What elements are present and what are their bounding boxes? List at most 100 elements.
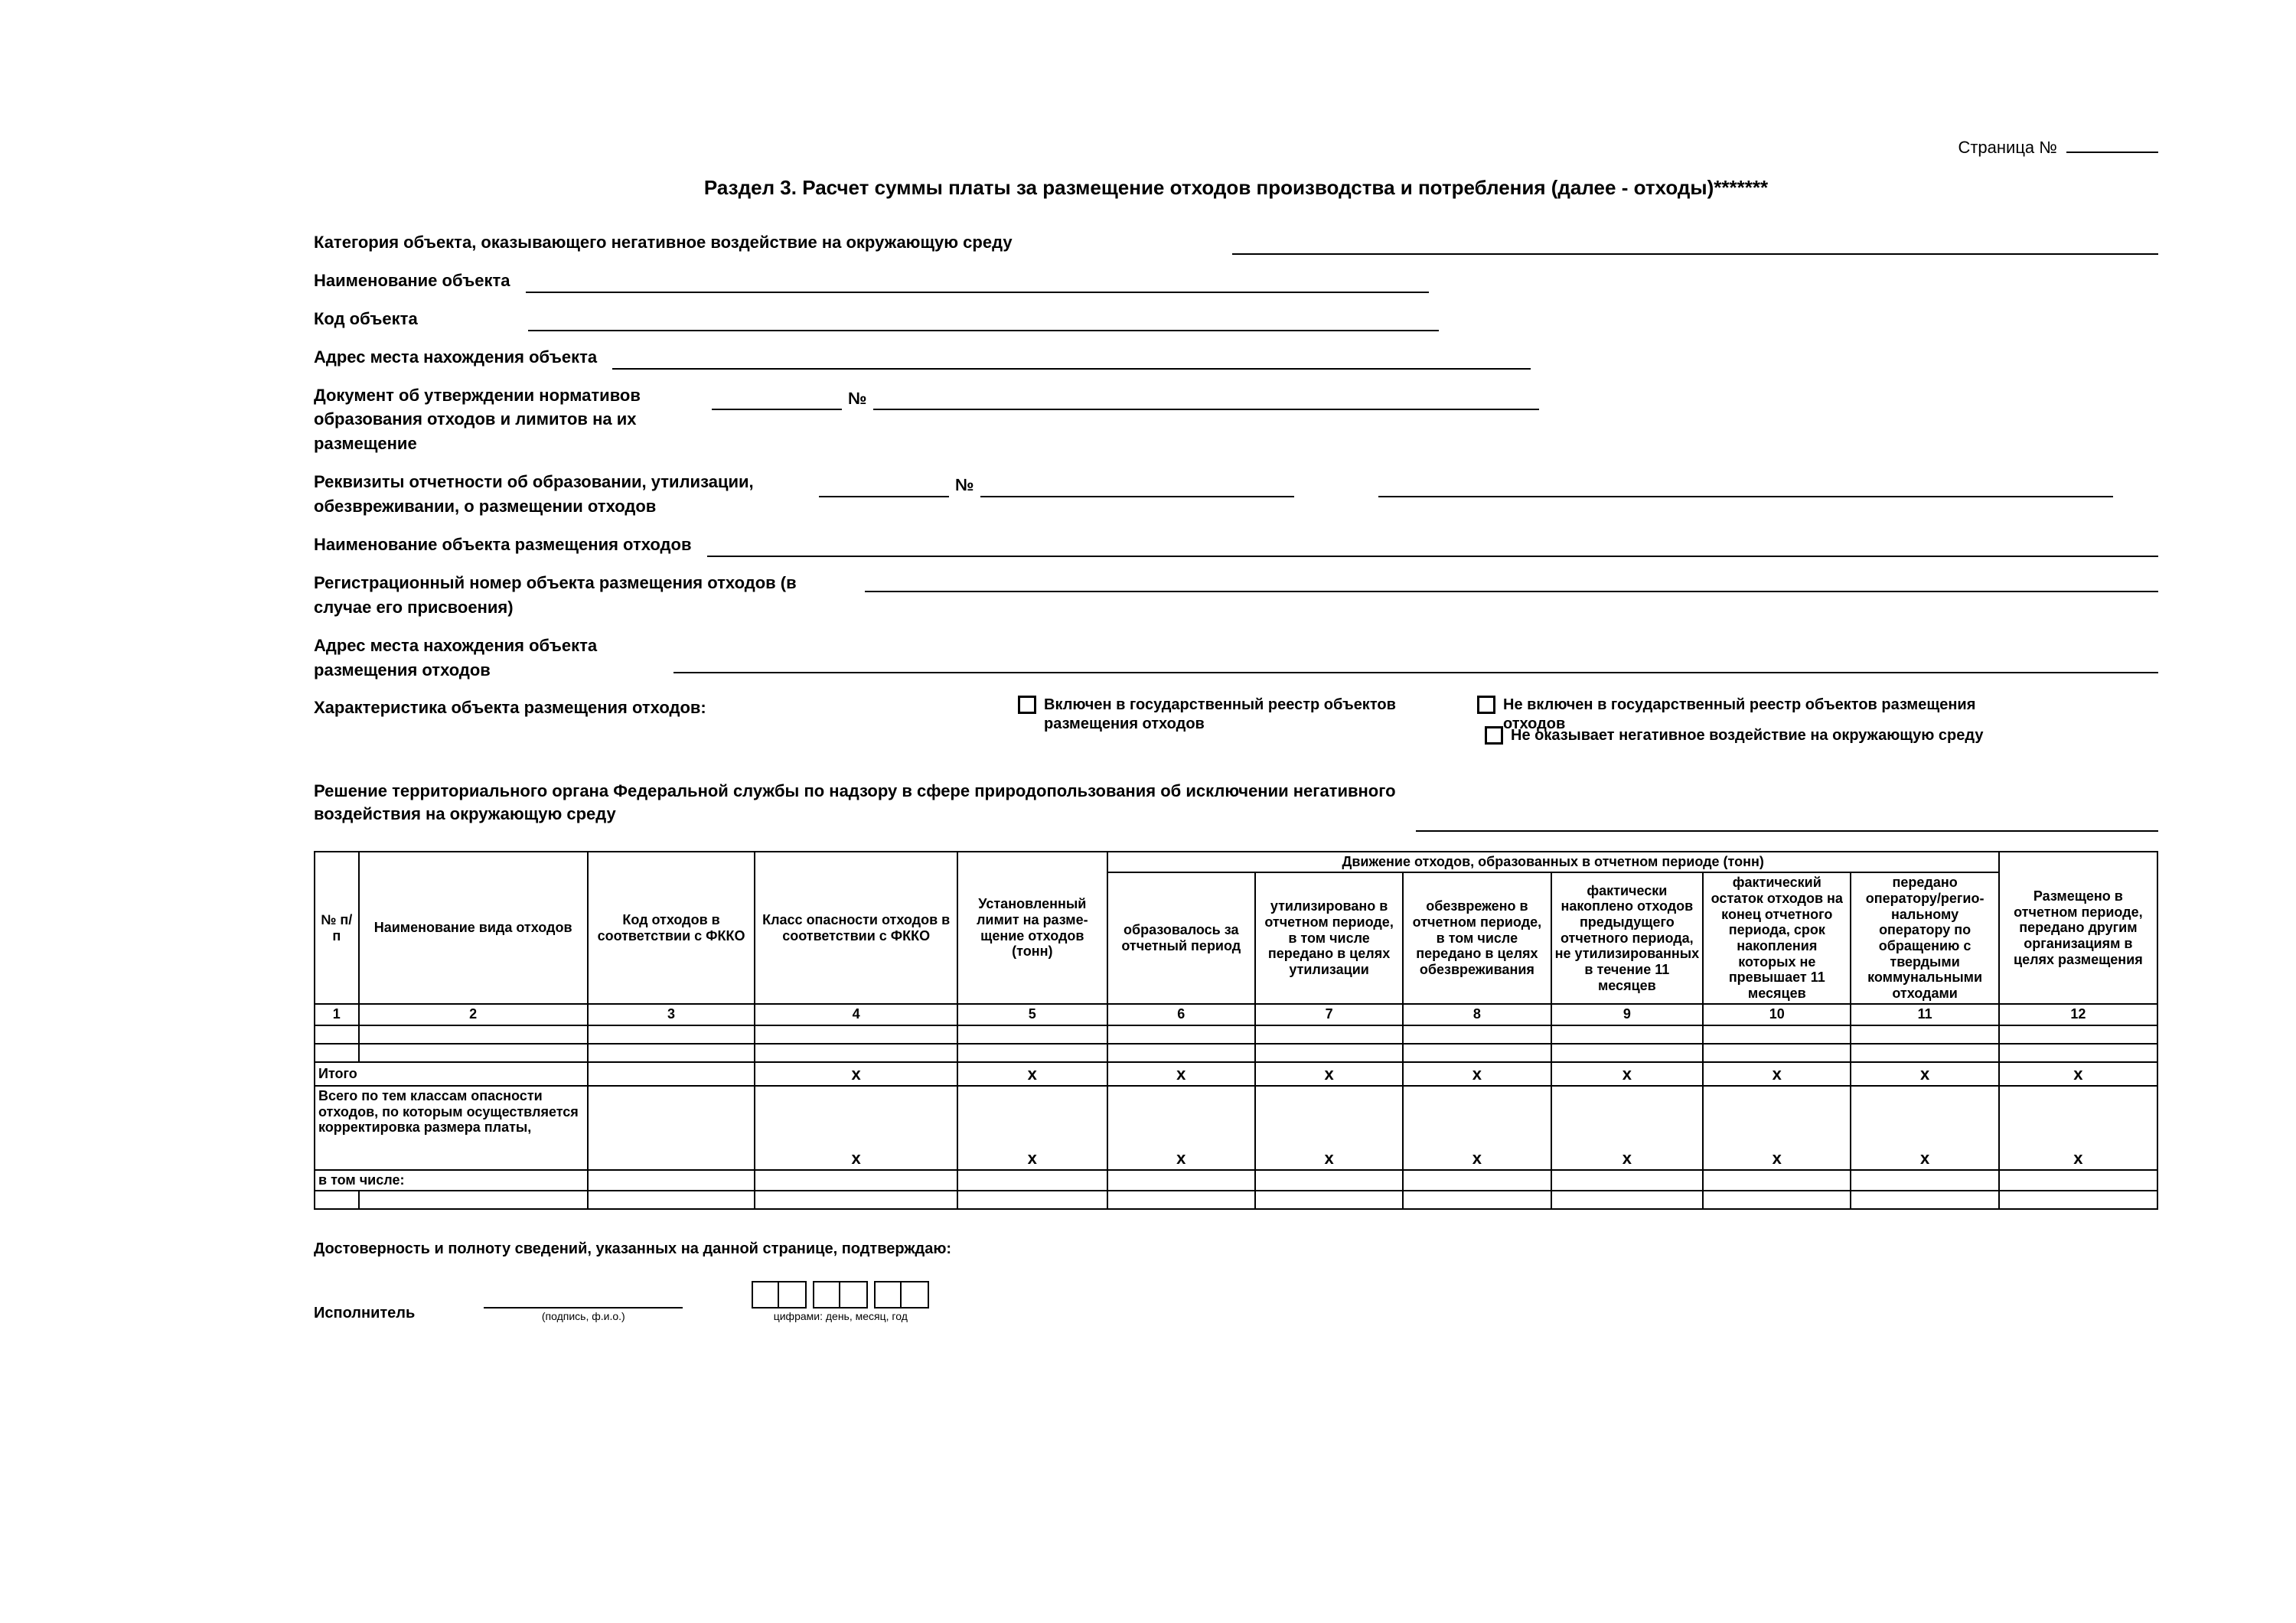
th-group: Движение отходов, образованных в отчетно… bbox=[1107, 852, 1999, 872]
th-4: Класс опасности отходов в соответствии с… bbox=[755, 852, 957, 1003]
label-doc-normatives: Документ об утверждении нормативов образ… bbox=[314, 383, 712, 457]
label-placement-name: Наименование объекта размещения отходов bbox=[314, 533, 707, 557]
xmark: х bbox=[957, 1062, 1107, 1086]
signature-line[interactable] bbox=[484, 1290, 683, 1309]
label-object-address: Адрес места нахождения объекта bbox=[314, 345, 612, 370]
label-decision: Решение территориального органа Федераль… bbox=[314, 780, 1408, 825]
field-reg-number: Регистрационный номер объекта размещения… bbox=[314, 571, 2158, 620]
input-report-prefix[interactable] bbox=[819, 479, 949, 497]
th-6: образовалось за отчетный период bbox=[1107, 872, 1255, 1004]
th-7: утилизировано в отчетном периоде, в том … bbox=[1255, 872, 1403, 1004]
xmark: х bbox=[1551, 1062, 1704, 1086]
input-object-name[interactable] bbox=[526, 275, 1429, 293]
cell-itogo-label: Итого bbox=[315, 1062, 588, 1086]
input-report-extra[interactable] bbox=[1378, 479, 2113, 497]
field-object-code: Код объекта bbox=[314, 307, 2158, 331]
waste-table: № п/п Наименование вида отходов Код отхо… bbox=[314, 851, 2158, 1209]
field-doc-normatives: Документ об утверждении нормативов образ… bbox=[314, 383, 2158, 457]
page-number-field[interactable] bbox=[2066, 152, 2158, 153]
input-decision[interactable] bbox=[1416, 813, 2158, 832]
input-object-address[interactable] bbox=[612, 351, 1531, 370]
executor-label: Исполнитель bbox=[314, 1305, 415, 1322]
field-category: Категория объекта, оказывающего негативн… bbox=[314, 230, 2158, 255]
field-placement-address: Адрес места нахождения объекта размещени… bbox=[314, 634, 2158, 683]
fields-block: Категория объекта, оказывающего негативн… bbox=[314, 230, 2158, 832]
xmark: х bbox=[1403, 1062, 1551, 1086]
signature-block: (подпись, ф.и.о.) bbox=[484, 1290, 683, 1322]
th-3: Код отходов в соответствии с ФККО bbox=[588, 852, 755, 1003]
row-vtom: в том числе: bbox=[315, 1170, 2157, 1191]
date-caption: цифрами: день, месяц, год bbox=[752, 1310, 929, 1322]
table-body: Итого х х х х х х х х х Всего по тем кла… bbox=[315, 1025, 2157, 1209]
th-5: Установленный лимит на разме­щение отход… bbox=[957, 852, 1107, 1003]
colnum-12: 12 bbox=[1999, 1004, 2157, 1025]
date-cells[interactable] bbox=[752, 1281, 929, 1309]
colnum-6: 6 bbox=[1107, 1004, 1255, 1025]
footer-signature-row: Исполнитель (подпись, ф.и.о.) цифрами: д… bbox=[314, 1281, 2158, 1322]
form-page: Страница № Раздел 3. Расчет суммы платы … bbox=[314, 138, 2158, 1322]
xmark: х bbox=[1999, 1062, 2157, 1086]
date-block: цифрами: день, месяц, год bbox=[752, 1281, 929, 1322]
label-object-code: Код объекта bbox=[314, 307, 528, 331]
colnum-8: 8 bbox=[1403, 1004, 1551, 1025]
table-head: № п/п Наименование вида отходов Код отхо… bbox=[315, 852, 2157, 1025]
row-itogo: Итого х х х х х х х х х bbox=[315, 1062, 2157, 1086]
xmark: х bbox=[1255, 1062, 1403, 1086]
input-placement-address[interactable] bbox=[673, 655, 2158, 673]
checkbox-not-included[interactable] bbox=[1477, 696, 1495, 714]
field-report-reqs: Реквизиты отчетности об образовании, ути… bbox=[314, 470, 2158, 519]
xmark: х bbox=[1703, 1086, 1851, 1170]
xmark: х bbox=[755, 1086, 957, 1170]
input-doc-prefix[interactable] bbox=[712, 392, 842, 410]
page-number-text: Страница № bbox=[1958, 138, 2056, 157]
checkbox-no-impact-label: Не оказывает негативное воздействие на о… bbox=[1511, 726, 2020, 745]
colnum-5: 5 bbox=[957, 1004, 1107, 1025]
label-report-reqs: Реквизиты отчетности об образовании, ути… bbox=[314, 470, 819, 519]
th-9: фактически накоплено отходов предыдущего… bbox=[1551, 872, 1704, 1004]
xmark: х bbox=[1551, 1086, 1704, 1170]
th-8: обезврежено в отчетном периоде, в том чи… bbox=[1403, 872, 1551, 1004]
checkbox-no-impact-group: Не оказывает негативное воздействие на о… bbox=[1485, 726, 2020, 745]
table-row bbox=[315, 1191, 2157, 1209]
xmark: х bbox=[1403, 1086, 1551, 1170]
colnum-3: 3 bbox=[588, 1004, 755, 1025]
label-placement-address: Адрес места нахождения объекта размещени… bbox=[314, 634, 673, 683]
th-2: Наименование вида отходов bbox=[359, 852, 588, 1003]
xmark: х bbox=[755, 1062, 957, 1086]
input-report-number[interactable] bbox=[980, 479, 1294, 497]
table-row bbox=[315, 1025, 2157, 1044]
field-placement-name: Наименование объекта размещения отходов bbox=[314, 533, 2158, 557]
xmark: х bbox=[1107, 1062, 1255, 1086]
num-symbol-1: № bbox=[842, 386, 873, 411]
xmark: х bbox=[1999, 1086, 2157, 1170]
input-category[interactable] bbox=[1232, 236, 2158, 255]
xmark: х bbox=[1255, 1086, 1403, 1170]
colnum-4: 4 bbox=[755, 1004, 957, 1025]
th-1: № п/п bbox=[315, 852, 359, 1003]
colnum-7: 7 bbox=[1255, 1004, 1403, 1025]
colnum-9: 9 bbox=[1551, 1004, 1704, 1025]
checkbox-included-group: Включен в государственный реестр объекто… bbox=[1018, 696, 1477, 734]
xmark: х bbox=[1703, 1062, 1851, 1086]
input-doc-number[interactable] bbox=[873, 392, 1539, 410]
checkbox-no-impact[interactable] bbox=[1485, 726, 1503, 745]
field-object-name: Наименование объекта bbox=[314, 269, 2158, 293]
th-12: Размещено в отчетном периоде, передано д… bbox=[1999, 852, 2157, 1003]
num-symbol-2: № bbox=[949, 473, 980, 497]
attestation-text: Достоверность и полноту сведений, указан… bbox=[314, 1240, 2158, 1258]
column-number-row: 1 2 3 4 5 6 7 8 9 10 11 12 bbox=[315, 1004, 2157, 1025]
section-title: Раздел 3. Расчет суммы платы за размещен… bbox=[314, 176, 2158, 200]
colnum-11: 11 bbox=[1851, 1004, 1998, 1025]
input-reg-number[interactable] bbox=[865, 574, 2158, 592]
input-placement-name[interactable] bbox=[707, 539, 2159, 557]
signature-caption: (подпись, ф.и.о.) bbox=[484, 1310, 683, 1322]
xmark: х bbox=[1851, 1062, 1998, 1086]
checkbox-included[interactable] bbox=[1018, 696, 1036, 714]
input-object-code[interactable] bbox=[528, 313, 1439, 331]
field-object-address: Адрес места нахождения объекта bbox=[314, 345, 2158, 370]
th-10: фактический остаток отходов на конец отч… bbox=[1703, 872, 1851, 1004]
label-reg-number: Регистрационный номер объекта размещения… bbox=[314, 571, 865, 620]
xmark: х bbox=[957, 1086, 1107, 1170]
label-category: Категория объекта, оказывающего негативн… bbox=[314, 230, 1125, 255]
table-row bbox=[315, 1044, 2157, 1062]
